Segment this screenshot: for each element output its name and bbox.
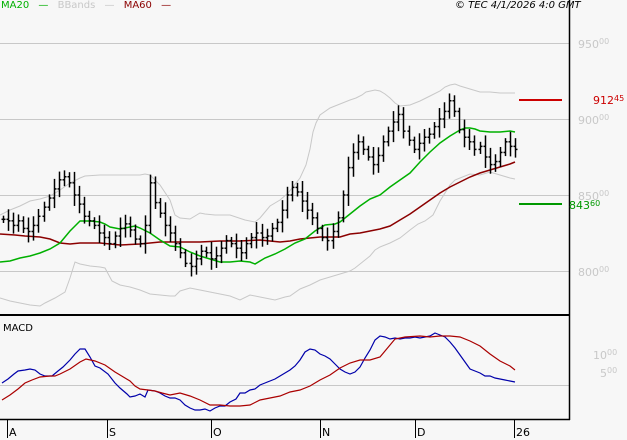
price-axis-label: 85000 xyxy=(578,189,610,203)
ma20-line xyxy=(0,127,516,265)
x-label-oct: O xyxy=(213,426,222,439)
macd-line xyxy=(1,332,516,412)
x-label-sep: S xyxy=(109,426,116,439)
macd-axis-label: 1000 xyxy=(593,348,618,362)
legend-ma60: MA60 — xyxy=(123,0,172,11)
bb-lower xyxy=(0,171,516,307)
bb-upper xyxy=(0,83,515,223)
ohlc-bars xyxy=(1,93,518,277)
macd-axis-label: 500 xyxy=(600,366,618,380)
x-label-dec: D xyxy=(417,426,426,439)
x-axis-ticks xyxy=(7,420,515,438)
price-axis-label: 95000 xyxy=(578,37,610,51)
copyright-timestamp: © TEC 4/1/2026 4:0 GMT xyxy=(455,0,581,11)
price-axis-label: 90000 xyxy=(578,113,610,127)
legend-ma20: MA20 — xyxy=(1,0,49,11)
legend-bbands: BBands — xyxy=(57,0,115,11)
price-axis-label: 80000 xyxy=(578,265,610,279)
resistance-value: 91245 xyxy=(593,94,625,107)
price-gridlines xyxy=(0,43,569,386)
x-label-aug: A xyxy=(9,426,17,439)
x-label-nov: N xyxy=(322,426,331,439)
macd-panel-title: MACD xyxy=(3,323,33,334)
macd-signal-line xyxy=(1,335,516,407)
chart-legend: MA20 — BBands — MA60 — xyxy=(1,0,177,12)
support-value: 84360 xyxy=(569,199,601,212)
x-label-2026: 26 xyxy=(516,426,530,439)
ma60-line xyxy=(0,161,516,246)
